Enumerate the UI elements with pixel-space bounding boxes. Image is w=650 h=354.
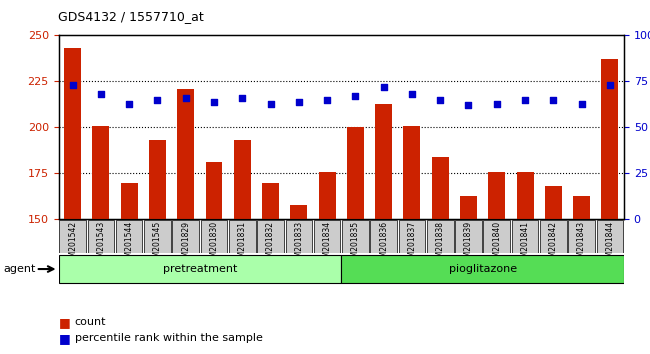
Point bbox=[407, 91, 417, 97]
Bar bbox=[291, 205, 307, 219]
Point bbox=[124, 101, 135, 106]
Text: pioglitazone: pioglitazone bbox=[448, 264, 517, 274]
FancyBboxPatch shape bbox=[342, 220, 369, 253]
FancyBboxPatch shape bbox=[201, 220, 227, 253]
FancyBboxPatch shape bbox=[370, 220, 397, 253]
Bar bbox=[64, 48, 81, 219]
Bar bbox=[347, 127, 364, 219]
Point bbox=[322, 97, 332, 103]
FancyBboxPatch shape bbox=[58, 255, 341, 283]
Bar bbox=[460, 195, 477, 219]
FancyBboxPatch shape bbox=[341, 255, 624, 283]
FancyBboxPatch shape bbox=[257, 220, 284, 253]
Point bbox=[96, 91, 106, 97]
Bar bbox=[262, 183, 279, 219]
Point bbox=[209, 99, 219, 104]
FancyBboxPatch shape bbox=[455, 220, 482, 253]
Text: GSM201838: GSM201838 bbox=[436, 221, 445, 267]
Point bbox=[237, 95, 248, 101]
FancyBboxPatch shape bbox=[427, 220, 454, 253]
Text: GSM201831: GSM201831 bbox=[238, 221, 247, 267]
FancyBboxPatch shape bbox=[597, 220, 623, 253]
Text: GSM201840: GSM201840 bbox=[492, 221, 501, 267]
Text: GSM201543: GSM201543 bbox=[96, 221, 105, 267]
Point bbox=[520, 97, 530, 103]
Text: GDS4132 / 1557710_at: GDS4132 / 1557710_at bbox=[58, 10, 204, 23]
FancyBboxPatch shape bbox=[398, 220, 425, 253]
Text: agent: agent bbox=[3, 264, 36, 274]
Point bbox=[577, 101, 587, 106]
Bar bbox=[234, 140, 251, 219]
Bar bbox=[573, 195, 590, 219]
Point bbox=[548, 97, 558, 103]
Text: GSM201835: GSM201835 bbox=[351, 221, 360, 267]
Bar bbox=[517, 172, 534, 219]
Point bbox=[294, 99, 304, 104]
Text: count: count bbox=[75, 317, 106, 327]
Text: GSM201839: GSM201839 bbox=[464, 221, 473, 267]
FancyBboxPatch shape bbox=[229, 220, 255, 253]
Point bbox=[152, 97, 162, 103]
FancyBboxPatch shape bbox=[484, 220, 510, 253]
Text: ■: ■ bbox=[58, 316, 70, 329]
Bar bbox=[149, 140, 166, 219]
FancyBboxPatch shape bbox=[116, 220, 142, 253]
Text: GSM201830: GSM201830 bbox=[209, 221, 218, 267]
Text: ■: ■ bbox=[58, 332, 70, 344]
Bar bbox=[205, 162, 222, 219]
Bar bbox=[404, 126, 421, 219]
Text: GSM201837: GSM201837 bbox=[408, 221, 417, 267]
Text: GSM201836: GSM201836 bbox=[379, 221, 388, 267]
Text: GSM201834: GSM201834 bbox=[322, 221, 332, 267]
Point bbox=[378, 84, 389, 90]
Point bbox=[350, 93, 361, 99]
Text: GSM201832: GSM201832 bbox=[266, 221, 275, 267]
Text: percentile rank within the sample: percentile rank within the sample bbox=[75, 333, 263, 343]
Point bbox=[435, 97, 445, 103]
Bar bbox=[121, 183, 138, 219]
FancyBboxPatch shape bbox=[88, 220, 114, 253]
Point bbox=[604, 82, 615, 88]
FancyBboxPatch shape bbox=[172, 220, 199, 253]
Point bbox=[265, 101, 276, 106]
Text: GSM201545: GSM201545 bbox=[153, 221, 162, 267]
Bar bbox=[92, 126, 109, 219]
Bar bbox=[177, 89, 194, 219]
Text: GSM201843: GSM201843 bbox=[577, 221, 586, 267]
FancyBboxPatch shape bbox=[314, 220, 341, 253]
Bar bbox=[375, 103, 392, 219]
Bar bbox=[432, 157, 448, 219]
Text: GSM201842: GSM201842 bbox=[549, 221, 558, 267]
Text: pretreatment: pretreatment bbox=[162, 264, 237, 274]
Text: GSM201542: GSM201542 bbox=[68, 221, 77, 267]
Point bbox=[491, 101, 502, 106]
Point bbox=[181, 95, 191, 101]
Text: GSM201829: GSM201829 bbox=[181, 221, 190, 267]
Text: GSM201833: GSM201833 bbox=[294, 221, 304, 267]
Text: GSM201844: GSM201844 bbox=[605, 221, 614, 267]
FancyBboxPatch shape bbox=[59, 220, 86, 253]
Point bbox=[68, 82, 78, 88]
Text: GSM201544: GSM201544 bbox=[125, 221, 134, 267]
FancyBboxPatch shape bbox=[144, 220, 171, 253]
Bar bbox=[601, 59, 618, 219]
Bar bbox=[545, 186, 562, 219]
Bar bbox=[318, 172, 335, 219]
FancyBboxPatch shape bbox=[285, 220, 312, 253]
FancyBboxPatch shape bbox=[540, 220, 567, 253]
Point bbox=[463, 103, 474, 108]
FancyBboxPatch shape bbox=[512, 220, 538, 253]
FancyBboxPatch shape bbox=[568, 220, 595, 253]
Bar bbox=[488, 172, 505, 219]
Text: GSM201841: GSM201841 bbox=[521, 221, 530, 267]
